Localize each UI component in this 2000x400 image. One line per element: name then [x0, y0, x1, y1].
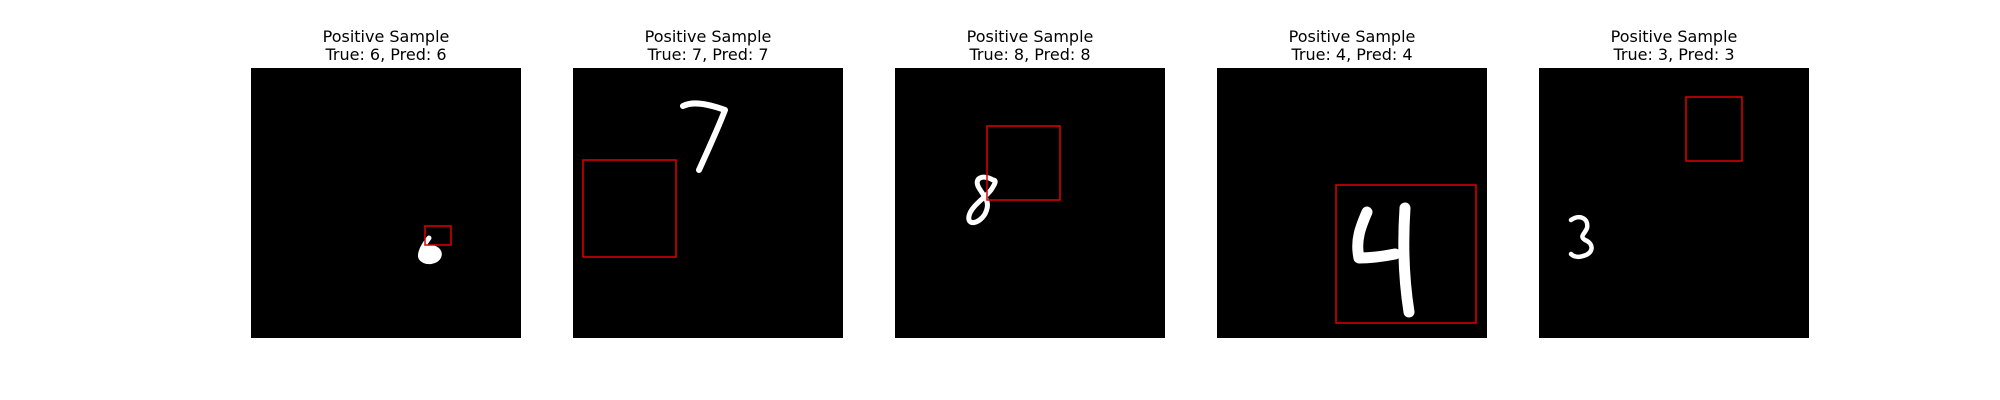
digit-stroke [1568, 215, 1594, 260]
panel-caption: True: 8, Pred: 8 [969, 45, 1091, 64]
sample-panel-3: Positive Sample True: 8, Pred: 8 [895, 0, 1165, 340]
panel-caption: True: 6, Pred: 6 [325, 45, 447, 64]
sample-panel-1: Positive Sample True: 6, Pred: 6 [251, 0, 521, 340]
digit-stroke [966, 174, 998, 225]
digit-image-canvas [1335, 184, 1477, 324]
digit-stroke [418, 235, 442, 265]
sample-panel-4: Positive Sample True: 4, Pred: 4 [1217, 0, 1487, 340]
digit-image [895, 68, 1165, 338]
panel-heading: Positive Sample [322, 27, 450, 46]
prediction-box [1335, 184, 1477, 324]
panel-title: Positive Sample True: 8, Pred: 8 [855, 28, 1205, 64]
panel-caption: True: 3, Pred: 3 [1613, 45, 1735, 64]
digit-image [573, 68, 843, 338]
sample-panel-2: Positive Sample True: 7, Pred: 7 [573, 0, 843, 340]
prediction-box [582, 159, 677, 258]
prediction-box [1685, 96, 1743, 162]
panel-title: Positive Sample True: 3, Pred: 3 [1499, 28, 1849, 64]
digit-image-canvas [966, 125, 1061, 225]
panel-heading: Positive Sample [1288, 27, 1416, 46]
prediction-box [424, 225, 452, 246]
panel-title: Positive Sample True: 6, Pred: 6 [211, 28, 561, 64]
panel-heading: Positive Sample [644, 27, 772, 46]
digit-stroke [680, 100, 728, 173]
panel-title: Positive Sample True: 4, Pred: 4 [1177, 28, 1527, 64]
panel-heading: Positive Sample [1610, 27, 1738, 46]
digit-image [1217, 68, 1487, 338]
panel-title: Positive Sample True: 7, Pred: 7 [533, 28, 883, 64]
panel-caption: True: 4, Pred: 4 [1291, 45, 1413, 64]
digit-image-canvas [582, 100, 728, 258]
panel-heading: Positive Sample [966, 27, 1094, 46]
prediction-box [986, 125, 1061, 201]
digit-stroke [1352, 202, 1415, 318]
digit-image-canvas [418, 225, 452, 265]
panel-caption: True: 7, Pred: 7 [647, 45, 769, 64]
digit-image-canvas [1568, 96, 1743, 260]
digit-image [1539, 68, 1809, 338]
digit-image [251, 68, 521, 338]
sample-panel-5: Positive Sample True: 3, Pred: 3 [1539, 0, 1809, 340]
